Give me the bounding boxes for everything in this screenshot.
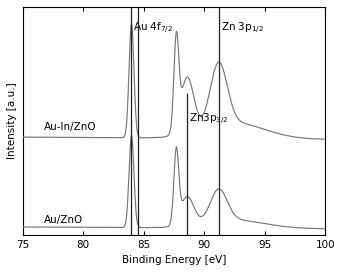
Text: Au-In/ZnO: Au-In/ZnO xyxy=(44,122,97,132)
Text: Au/ZnO: Au/ZnO xyxy=(44,215,83,225)
Text: Zn 3p$_{1/2}$: Zn 3p$_{1/2}$ xyxy=(221,21,264,36)
Text: Zn3p$_{3/2}$: Zn3p$_{3/2}$ xyxy=(189,112,229,127)
X-axis label: Binding Energy [eV]: Binding Energy [eV] xyxy=(122,255,226,265)
Text: Au 4f$_{7/2}$: Au 4f$_{7/2}$ xyxy=(133,21,173,36)
Y-axis label: Intensity [a.u.]: Intensity [a.u.] xyxy=(7,82,17,159)
